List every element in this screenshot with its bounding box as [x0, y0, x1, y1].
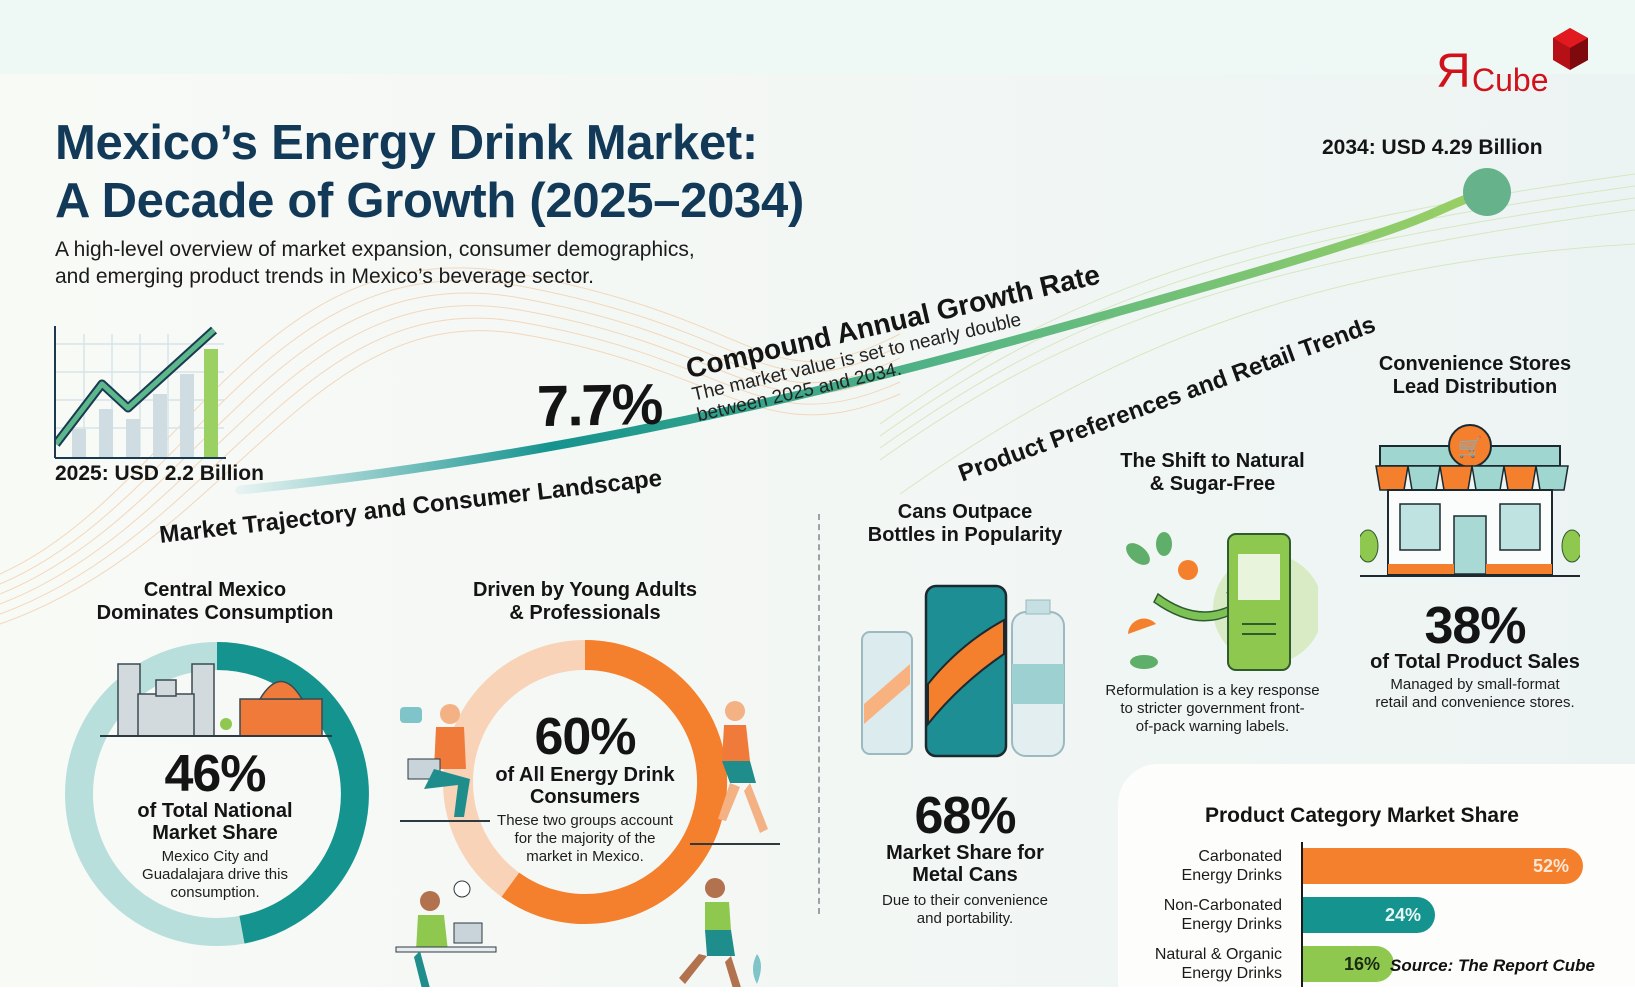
cans-subtitle: Market Share for Metal Cans [840, 842, 1090, 886]
bar-chart-title: Product Category Market Share [1205, 804, 1519, 827]
product-category-chart-panel: Product Category Market Share Carbonated… [1118, 764, 1635, 987]
bar-value: 52% [1532, 855, 1569, 876]
cagr-value: 7.7% [536, 371, 662, 440]
sub-line: of All Energy Drink [495, 764, 675, 786]
central-mexico-title: Central Mexico Dominates Consumption [60, 579, 370, 625]
bar-label: Natural & Organic Energy Drinks [1118, 945, 1292, 983]
bar-non-carbonated: 24% [1303, 897, 1435, 933]
desc-line: consumption. [170, 884, 260, 901]
title-line-2: A Decade of Growth (2025–2034) [55, 174, 804, 228]
desc-line: retail and convenience stores. [1375, 694, 1575, 711]
runner-man-icon [690, 701, 780, 845]
young-adults-subtitle: of All Energy Drink Consumers [430, 764, 740, 808]
label-line: Natural & Organic [1154, 946, 1282, 963]
title-line: Bottles in Popularity [867, 524, 1063, 546]
growth-curve-graphic [0, 168, 1635, 625]
label-line: Carbonated [1198, 848, 1282, 865]
desc-line: Due to their convenience [882, 892, 1048, 909]
title-line: Central Mexico [143, 579, 287, 601]
cube-icon [1553, 28, 1588, 70]
sub-line: of Total National [137, 800, 293, 822]
natural-desc: Reformulation is a key response to stric… [1090, 682, 1335, 736]
report-cube-logo: Я Cube [1436, 28, 1608, 103]
bar-row-non-carbonated: Non-Carbonated Energy Drinks 24% [1118, 897, 1435, 933]
desc-line: Mexico City and [161, 848, 269, 865]
title-line: Driven by Young Adults [472, 579, 698, 601]
title-line: Dominates Consumption [96, 602, 334, 624]
young-adults-value: 60% [534, 708, 636, 766]
subtitle-line-1: A high-level overview of market expansio… [55, 238, 695, 261]
young-adults-title: Driven by Young Adults & Professionals [430, 579, 740, 625]
central-mexico-desc: Mexico City and Guadalajara drive this c… [60, 848, 370, 902]
end-value-label: 2034: USD 4.29 Billion [1322, 136, 1543, 159]
convenience-desc: Managed by small-format retail and conve… [1340, 676, 1610, 712]
svg-text:🛒: 🛒 [1458, 435, 1483, 459]
title-line: & Sugar-Free [1149, 473, 1276, 495]
central-mexico-value: 46% [164, 745, 266, 803]
bar-value: 16% [1343, 953, 1380, 974]
subtitle-line-2: and emerging product trends in Mexico’s … [55, 265, 594, 288]
cans-title: Cans Outpace Bottles in Popularity [840, 501, 1090, 547]
professional-laptop-icon [400, 704, 490, 822]
label-line: Non-Carbonated [1163, 897, 1282, 914]
convenience-title: Convenience Stores Lead Distribution [1340, 353, 1610, 399]
page-subtitle: A high-level overview of market expansio… [55, 236, 695, 290]
label-line: Energy Drinks [1181, 965, 1282, 982]
desc-line: of-pack warning labels. [1135, 718, 1290, 735]
bar-row-carbonated: Carbonated Energy Drinks 52% [1118, 848, 1583, 884]
central-mexico-donut [65, 642, 369, 946]
title-line: Convenience Stores [1378, 353, 1572, 375]
desc-line: Reformulation is a key response [1105, 682, 1320, 699]
top-band [0, 0, 1635, 74]
cans-bottles-icon [861, 584, 1065, 758]
desc-line: and portability. [916, 910, 1014, 927]
convenience-subtitle: of Total Product Sales [1370, 651, 1580, 673]
desc-line: market in Mexico. [526, 848, 644, 865]
title-line: Cans Outpace [897, 501, 1033, 523]
page-title: Mexico’s Energy Drink Market: A Decade o… [55, 114, 804, 230]
bar-natural-organic: 16% [1303, 946, 1394, 982]
bar-label: Non-Carbonated Energy Drinks [1118, 896, 1292, 934]
cans-value: 68% [914, 787, 1016, 845]
end-point-marker [1463, 168, 1511, 216]
title-line: & Professionals [509, 602, 661, 624]
convenience-store-icon: 🛒 [1360, 424, 1580, 577]
logo-glyph: Я [1436, 45, 1471, 98]
growth-chart-icon [54, 326, 226, 459]
label-line: Energy Drinks [1181, 867, 1282, 884]
runner-woman-icon [679, 878, 761, 987]
source-credit: Source: The Report Cube [1390, 956, 1595, 975]
desc-line: for the majority of the [514, 830, 656, 847]
title-line: The Shift to Natural [1120, 450, 1305, 472]
desc-line: Managed by small-format [1390, 676, 1560, 693]
desc-line: Guadalajara drive this [142, 866, 288, 883]
cans-desc: Due to their convenience and portability… [840, 892, 1090, 928]
professional-desk-icon [395, 880, 497, 987]
sub-line: Consumers [529, 786, 641, 808]
bar-row-natural-organic: Natural & Organic Energy Drinks 16% [1118, 946, 1394, 982]
logo-text: Cube [1472, 62, 1549, 98]
bar-value: 24% [1384, 904, 1421, 925]
natural-title: The Shift to Natural & Sugar-Free [1090, 450, 1335, 496]
young-adults-desc: These two groups account for the majorit… [430, 812, 740, 866]
natural-ingredients-can-icon [1126, 532, 1318, 671]
sub-line: Metal Cans [912, 864, 1018, 886]
title-line: Lead Distribution [1392, 376, 1558, 398]
bar-chart-axis [1301, 842, 1303, 987]
desc-line: These two groups account [497, 812, 673, 829]
city-landmarks-icon [100, 663, 332, 737]
sub-line: Market Share for [886, 842, 1044, 864]
central-mexico-subtitle: of Total National Market Share [60, 800, 370, 844]
desc-line: to stricter government front- [1120, 700, 1305, 717]
section-divider [818, 514, 820, 914]
infographic-canvas: Mexico’s Energy Drink Market: A Decade o… [0, 74, 1635, 987]
bar-label: Carbonated Energy Drinks [1118, 847, 1292, 885]
title-line-1: Mexico’s Energy Drink Market: [55, 116, 758, 170]
label-line: Energy Drinks [1181, 916, 1282, 933]
bar-carbonated: 52% [1303, 848, 1583, 884]
convenience-value: 38% [1424, 597, 1526, 655]
start-value-label: 2025: USD 2.2 Billion [55, 462, 264, 485]
sub-line: Market Share [152, 822, 278, 844]
